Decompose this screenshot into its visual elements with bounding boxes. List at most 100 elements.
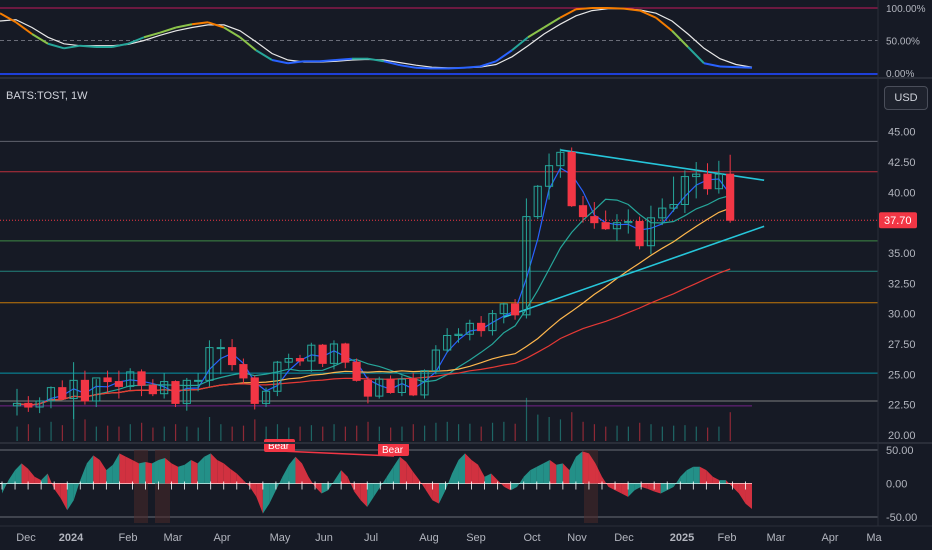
price-axis-label: 35.00 [888, 248, 916, 260]
time-axis-label: 2025 [670, 532, 694, 544]
osc-axis-label: 0.00 [886, 479, 907, 491]
stochastic-pane [0, 7, 878, 75]
price-axis-label: 40.00 [888, 187, 916, 199]
stoch-k-segment [735, 66, 753, 69]
lower-trendline [503, 225, 765, 319]
moving-average-medium [16, 194, 731, 406]
stoch-k-segment [143, 31, 161, 39]
stoch-k-segment [127, 36, 145, 45]
osc-area-segment [230, 468, 237, 484]
osc-area-segment [125, 456, 133, 484]
time-axis-label: Dec [16, 532, 36, 544]
volume-bar [605, 426, 607, 441]
osc-area-segment [8, 470, 16, 484]
osc-area-segment [288, 456, 296, 484]
stoch-k-segment [287, 60, 305, 65]
osc-area-segment [536, 463, 544, 484]
price-axis-label: 45.00 [888, 127, 916, 139]
osc-area-segment [204, 453, 211, 484]
volume-bar [491, 422, 494, 441]
volume-bar [673, 425, 675, 441]
osc-area-segment [478, 464, 485, 484]
osc-area-segment [406, 462, 413, 484]
osc-area-segment [152, 460, 159, 484]
price-axis-label: 42.50 [888, 157, 916, 169]
candle-body [397, 378, 406, 393]
candle-body [46, 387, 56, 402]
candle-body [669, 203, 678, 209]
stoch-k-segment [687, 46, 705, 64]
volume-bar [582, 421, 584, 441]
volume-bar [616, 425, 618, 441]
volume-bar [118, 426, 120, 441]
volume-bar [310, 425, 313, 441]
osc-area-segment [158, 458, 166, 484]
volume-bar [231, 426, 233, 441]
currency-button[interactable]: USD [884, 86, 928, 110]
osc-area-segment [73, 480, 81, 501]
stoch-k-segment [655, 16, 673, 32]
osc-area-segment [615, 483, 622, 494]
volume-bar [503, 421, 505, 441]
osc-area-segment [54, 483, 61, 499]
stoch-k-segment [447, 66, 465, 70]
osc-area-segment [738, 483, 746, 504]
osc-area-segment [647, 483, 655, 492]
osc-area-segment [315, 483, 322, 494]
candle-body [160, 381, 169, 395]
price-axis-label: 25.00 [888, 369, 916, 381]
osc-area-segment [347, 476, 355, 492]
stoch-k-segment [239, 36, 257, 52]
candle-body [454, 333, 463, 336]
candle-body [386, 378, 395, 393]
volume-bar [107, 425, 109, 441]
candle-body [703, 173, 712, 190]
stoch-k-segment [79, 44, 97, 48]
candle-body [182, 379, 191, 404]
osc-area-segment [217, 460, 224, 484]
osc-area-segment [321, 483, 329, 494]
stoch-k-segment [223, 26, 241, 39]
candle-body [522, 216, 531, 316]
osc-area-segment [21, 463, 29, 484]
osc-area-segment [706, 470, 713, 484]
osc-area-segment [699, 466, 707, 484]
osc-area-segment [282, 464, 289, 484]
osc-area-segment [354, 483, 361, 501]
stoch-k-segment [527, 26, 545, 39]
osc-area-segment [641, 483, 648, 489]
osc-area-segment [484, 473, 492, 484]
volume-bar [480, 426, 482, 441]
volume-bar [356, 425, 358, 441]
osc-area-segment [438, 483, 446, 504]
volume-bar [707, 427, 709, 441]
time-axis-label: Feb [119, 532, 138, 544]
candle-body [137, 371, 146, 386]
osc-area-segment [2, 480, 9, 494]
time-axis-label: 2024 [59, 532, 84, 544]
volume-bar [684, 425, 686, 441]
osc-area-segment [693, 466, 700, 484]
candle-body [567, 151, 576, 207]
osc-area-segment [367, 483, 374, 507]
osc-area-segment [138, 462, 146, 484]
volume-bar [220, 424, 222, 441]
stoch-k-segment [511, 36, 529, 52]
candle-body [92, 377, 101, 402]
osc-area-segment [523, 470, 531, 484]
time-axis-label: Oct [523, 532, 540, 544]
volume-bar [152, 427, 154, 441]
osc-area-segment [334, 470, 342, 484]
price-pane [0, 140, 878, 441]
osc-area-segment [112, 453, 120, 484]
candle-body [307, 344, 316, 362]
osc-area-segment [80, 463, 87, 484]
volume-bar [174, 424, 177, 441]
osc-area-segment [360, 483, 368, 507]
candle-body [420, 370, 429, 396]
osc-area-segment [28, 468, 35, 484]
candle-body [126, 371, 135, 387]
osc-area-segment [445, 473, 452, 491]
